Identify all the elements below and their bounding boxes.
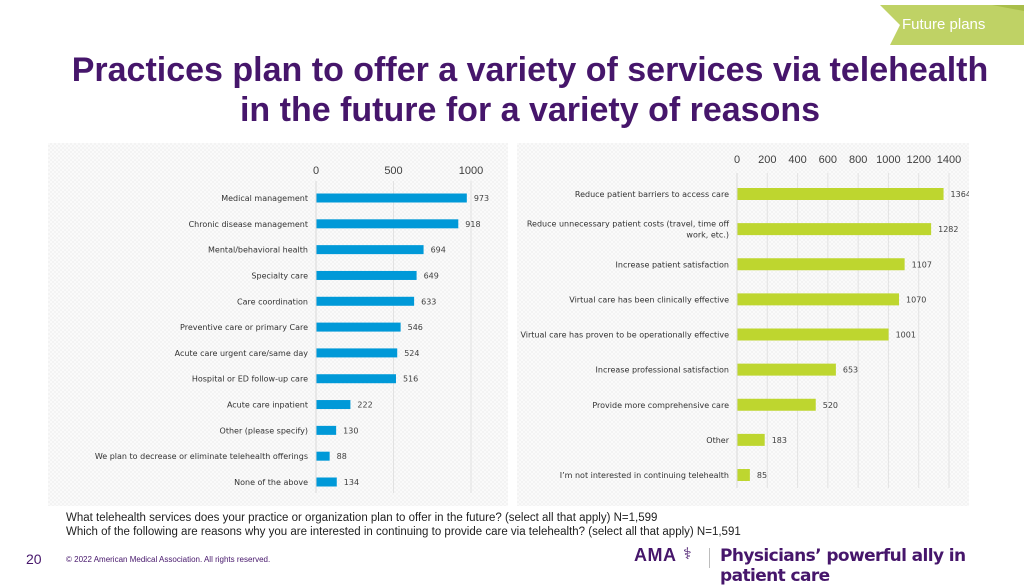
bar xyxy=(316,451,330,461)
category-label: Acute care inpatient xyxy=(227,401,308,410)
x-tick-label: 0 xyxy=(734,154,740,166)
bar xyxy=(316,219,459,229)
caduceus-icon: ⚕ xyxy=(683,546,692,563)
bar xyxy=(316,193,467,203)
category-label: work, etc.) xyxy=(686,231,729,240)
question-reasons: Which of the following are reasons why y… xyxy=(66,526,741,538)
bar xyxy=(737,433,765,446)
category-label: Chronic disease management xyxy=(189,220,308,229)
category-label: Other (please specify) xyxy=(220,426,308,435)
data-label: 1364 xyxy=(951,190,969,199)
x-tick-label: 1000 xyxy=(459,165,483,177)
x-tick-label: 800 xyxy=(849,154,867,166)
reasons-chart-panel: 0 200 400 600 800 1000 1200 1400 1364 Reduce pati… xyxy=(517,143,969,506)
bar xyxy=(737,328,889,341)
x-tick-label: 1000 xyxy=(876,154,900,166)
bar xyxy=(316,400,351,410)
category-label: Specialty care xyxy=(251,271,308,280)
page-number: 20 xyxy=(26,551,42,567)
bar xyxy=(737,363,836,376)
bar xyxy=(316,270,417,280)
logo-divider xyxy=(709,548,710,568)
data-label: 85 xyxy=(757,471,767,480)
category-label: Other xyxy=(706,436,729,445)
bar xyxy=(737,398,816,411)
x-tick-label: 1400 xyxy=(937,154,961,166)
category-label: Virtual care has proven to be operationa… xyxy=(520,331,729,340)
data-label: 633 xyxy=(421,297,436,306)
bar xyxy=(737,293,900,306)
category-label: Provide more comprehensive care xyxy=(592,401,729,410)
data-label: 88 xyxy=(337,452,347,461)
data-label: 520 xyxy=(823,401,838,410)
data-label: 973 xyxy=(474,194,489,203)
data-label: 1070 xyxy=(906,295,926,304)
category-label: Mental/behavioral health xyxy=(208,246,308,255)
bar xyxy=(316,425,337,435)
category-label: Reduce patient barriers to access care xyxy=(575,190,729,199)
data-label: 918 xyxy=(465,220,480,229)
bar xyxy=(316,245,424,255)
data-label: 516 xyxy=(403,375,418,384)
category-label: Virtual care has been clinically effecti… xyxy=(569,295,729,304)
bar xyxy=(737,188,944,200)
category-label: We plan to decrease or eliminate telehea… xyxy=(95,452,308,461)
section-tag: Future plans xyxy=(880,5,1024,45)
data-label: 134 xyxy=(344,478,359,487)
services-bar-chart: 0 500 1000 973 Medical management 918 Chronic … xyxy=(95,165,489,493)
reasons-bar-chart: 0 200 400 600 800 1000 1200 1400 1364 Reduce pati… xyxy=(520,154,969,488)
data-label: 649 xyxy=(424,271,439,280)
question-services: What telehealth services does your pract… xyxy=(66,512,658,524)
bar xyxy=(316,348,398,358)
category-label: Care coordination xyxy=(237,297,308,306)
x-tick-label: 500 xyxy=(384,165,402,177)
data-label: 546 xyxy=(408,323,423,332)
category-label: Hospital or ED follow-up care xyxy=(192,375,308,384)
x-tick-label: 400 xyxy=(788,154,806,166)
ama-logo: AMA xyxy=(634,545,677,565)
services-chart-panel: 0 500 1000 973 Medical management 918 Chronic … xyxy=(48,143,508,506)
category-label: Reduce unnecessary patient costs (travel… xyxy=(527,220,730,229)
data-label: 524 xyxy=(404,349,419,358)
category-label: I’m not interested in continuing telehea… xyxy=(560,471,729,480)
category-label: Increase patient satisfaction xyxy=(616,260,729,269)
bar xyxy=(737,223,932,236)
section-tag-label: Future plans xyxy=(902,16,986,33)
bar xyxy=(316,296,415,306)
copyright: © 2022 American Medical Association. All… xyxy=(66,555,271,564)
data-label: 653 xyxy=(843,366,858,375)
category-label: Increase professional satisfaction xyxy=(596,366,729,375)
data-label: 183 xyxy=(772,436,787,445)
x-tick-label: 1200 xyxy=(906,154,930,166)
data-label: 1107 xyxy=(912,260,932,269)
data-label: 1282 xyxy=(938,225,958,234)
data-label: 694 xyxy=(431,246,446,255)
data-label: 130 xyxy=(343,426,358,435)
x-tick-label: 600 xyxy=(819,154,837,166)
bar xyxy=(737,469,750,481)
bar xyxy=(737,258,905,271)
bar xyxy=(316,374,396,384)
category-label: Preventive care or primary Care xyxy=(180,323,308,332)
x-tick-label: 0 xyxy=(313,165,319,177)
bar xyxy=(316,322,401,332)
category-label: Medical management xyxy=(221,194,308,203)
category-label: None of the above xyxy=(234,478,308,487)
section-tag-shape xyxy=(880,5,1024,45)
ama-tagline: Physicians’ powerful ally in patient car… xyxy=(720,546,966,586)
data-label: 222 xyxy=(357,401,372,410)
slide-title: Practices plan to offer a variety of ser… xyxy=(71,51,989,129)
category-label: Acute care urgent care/same day xyxy=(175,349,309,358)
x-tick-label: 200 xyxy=(758,154,776,166)
bar xyxy=(316,477,337,487)
data-label: 1001 xyxy=(896,331,916,340)
